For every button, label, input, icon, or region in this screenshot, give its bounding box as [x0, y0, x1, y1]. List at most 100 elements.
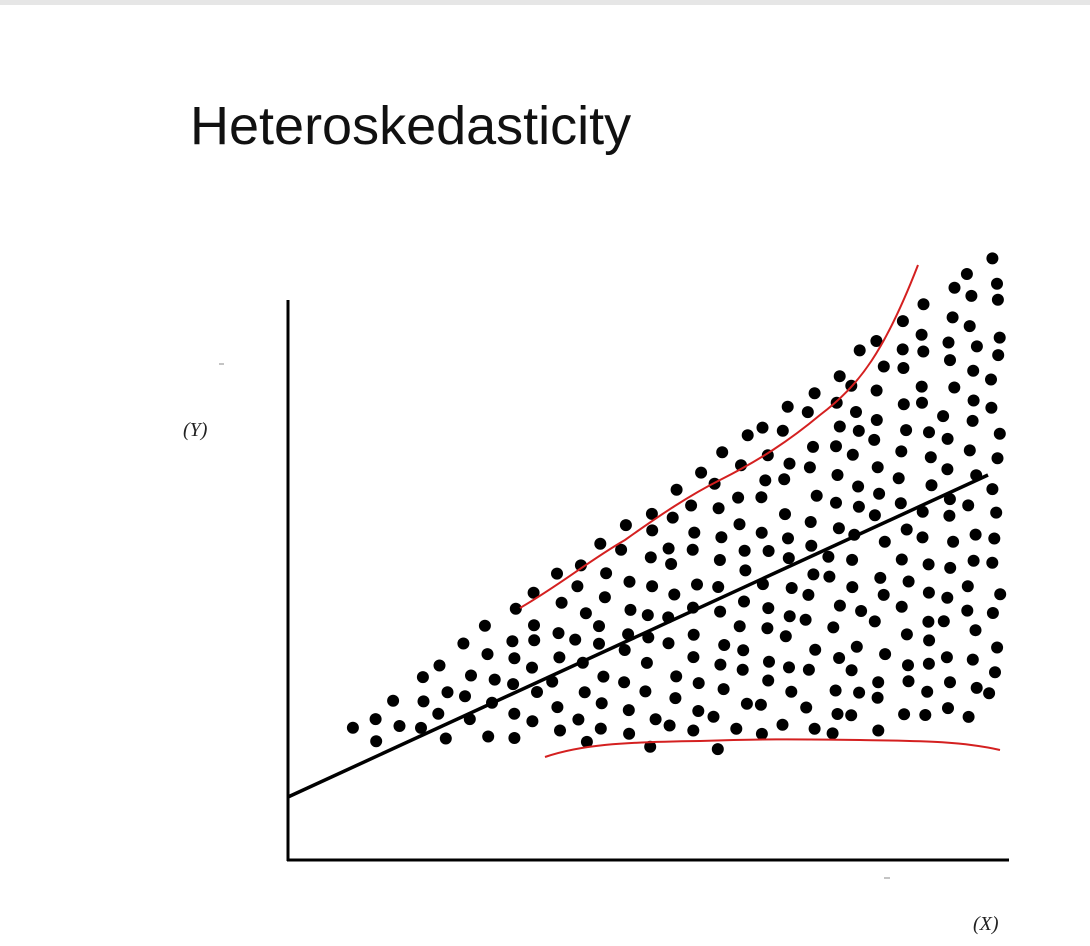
dot	[990, 506, 1003, 519]
dot	[986, 607, 999, 619]
dot	[966, 653, 979, 666]
dot	[822, 550, 835, 563]
dot	[619, 519, 632, 532]
dot	[808, 387, 821, 400]
dot	[807, 568, 820, 581]
dot	[687, 651, 700, 664]
dot	[944, 354, 956, 367]
dot	[799, 613, 812, 626]
dot	[802, 588, 815, 601]
dot	[782, 532, 794, 545]
dot	[572, 713, 585, 726]
dot	[649, 713, 662, 726]
dot	[688, 526, 701, 539]
dot	[991, 641, 1004, 654]
dot	[941, 591, 954, 604]
dot	[754, 698, 767, 711]
dot	[810, 489, 823, 502]
dot	[853, 686, 866, 699]
dot	[459, 690, 471, 703]
dot	[417, 695, 430, 708]
dot	[917, 298, 930, 311]
regression-line	[287, 473, 989, 799]
dot	[845, 664, 858, 677]
dot	[695, 466, 708, 479]
dot	[896, 343, 909, 356]
dot	[776, 424, 789, 437]
dot	[478, 619, 491, 632]
dot	[715, 531, 728, 544]
dot	[832, 522, 845, 535]
dot	[569, 633, 582, 646]
dot	[808, 722, 821, 735]
dot	[944, 676, 956, 689]
dot	[846, 581, 859, 594]
dot	[712, 581, 725, 593]
dot	[465, 669, 477, 682]
dot	[716, 446, 729, 459]
dot	[526, 715, 539, 728]
dot	[961, 604, 974, 617]
dot	[732, 491, 745, 504]
dot	[925, 479, 938, 492]
dot	[902, 659, 914, 672]
dot	[992, 349, 1005, 362]
dot	[668, 588, 681, 601]
dot	[852, 424, 865, 437]
dot	[941, 463, 954, 476]
dot	[961, 580, 974, 593]
dot	[553, 651, 566, 664]
title: Heteroskedasticity	[190, 96, 631, 156]
dot	[944, 561, 957, 574]
dot	[527, 586, 540, 599]
dot	[644, 551, 657, 564]
dot	[898, 708, 911, 721]
dot	[761, 622, 774, 635]
scatter-dots	[346, 252, 1007, 756]
dot	[662, 542, 675, 555]
dot	[993, 427, 1006, 440]
dot	[691, 578, 703, 591]
x-axis-label: (X)	[973, 913, 999, 935]
dot	[733, 518, 746, 531]
dot	[756, 421, 769, 434]
dot	[755, 727, 768, 740]
dot	[830, 440, 842, 453]
dot	[551, 701, 564, 714]
dot	[943, 509, 956, 522]
dot	[763, 655, 775, 668]
dot	[960, 268, 973, 280]
dot	[578, 686, 591, 699]
dot	[833, 599, 846, 612]
dot	[555, 596, 568, 609]
upper-bound	[519, 264, 919, 609]
dot	[415, 721, 427, 734]
dot	[481, 648, 494, 661]
dot	[986, 252, 999, 265]
dot	[346, 721, 359, 734]
dot	[921, 685, 934, 698]
dot	[916, 396, 928, 409]
dot	[779, 508, 791, 521]
dot	[554, 724, 566, 737]
dot	[623, 575, 636, 588]
dot	[946, 311, 959, 324]
dot	[736, 663, 749, 676]
dot	[618, 676, 631, 689]
dot	[900, 523, 913, 536]
dot	[782, 552, 795, 565]
dot	[962, 499, 975, 512]
dot	[991, 277, 1003, 290]
dot	[776, 718, 789, 731]
dot	[644, 740, 657, 753]
dot	[826, 727, 839, 740]
dot	[868, 509, 881, 522]
dot	[917, 345, 930, 358]
dot	[506, 635, 519, 648]
dot	[741, 429, 754, 442]
dot	[969, 624, 982, 637]
dot	[801, 406, 814, 419]
dot	[717, 683, 730, 696]
dot	[574, 559, 587, 572]
dot	[600, 567, 613, 580]
